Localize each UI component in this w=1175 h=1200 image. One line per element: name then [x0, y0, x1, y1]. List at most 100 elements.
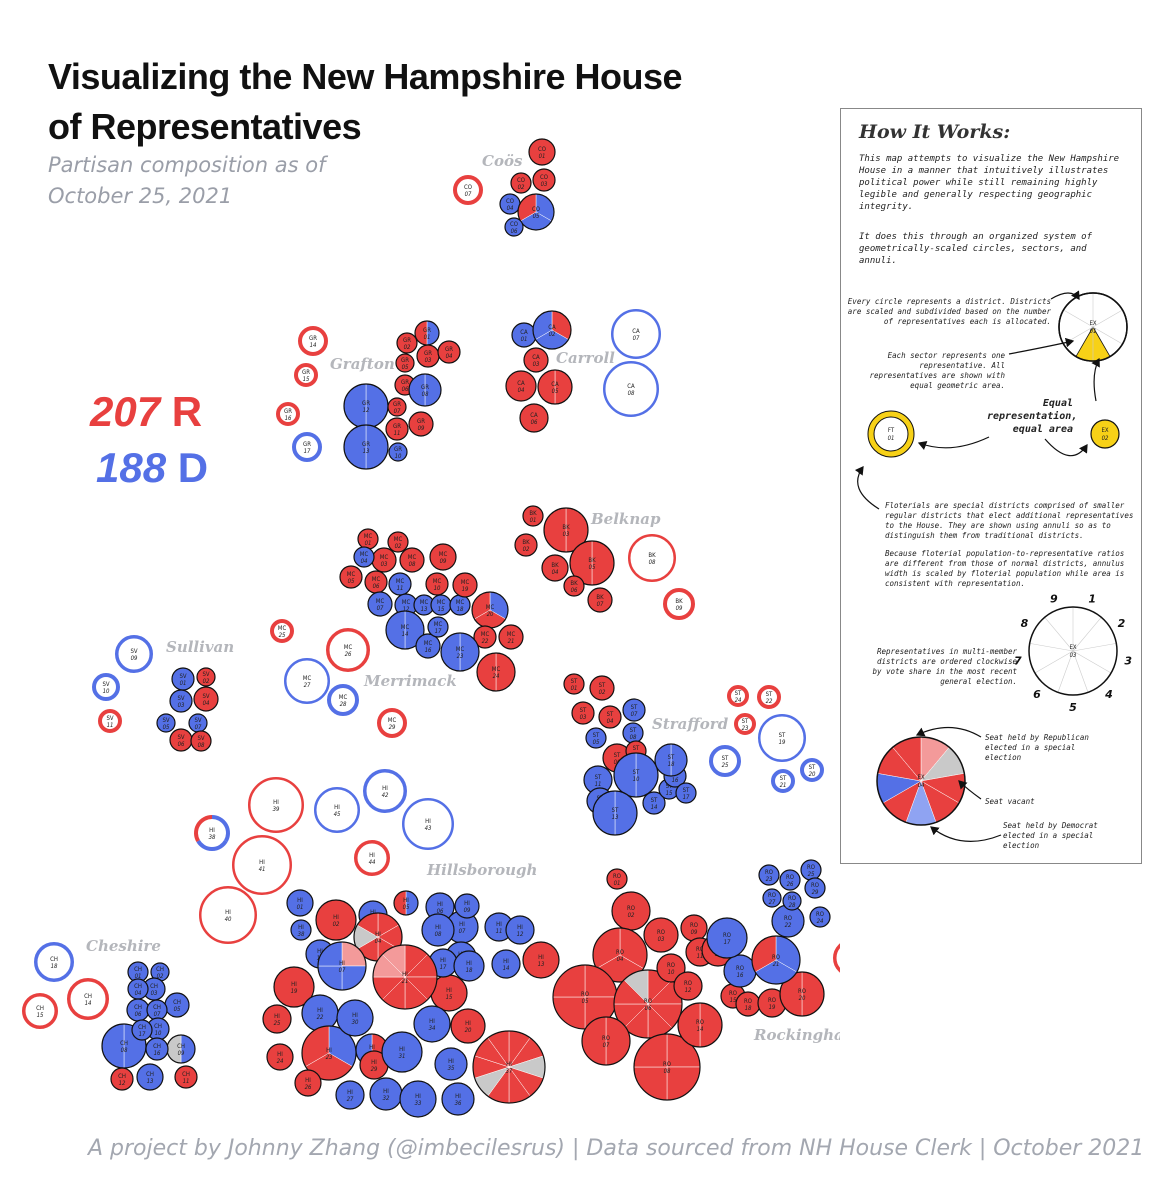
- district-code: RO: [667, 962, 675, 969]
- district-code: RO: [744, 998, 752, 1005]
- district-number: 09: [691, 929, 698, 936]
- district-code: HI: [291, 981, 297, 988]
- seat-totals: 207 R 188 D: [90, 384, 208, 496]
- district-number: 18: [457, 606, 464, 613]
- district-code: RO: [772, 954, 780, 961]
- district-number: 23: [457, 653, 464, 660]
- region-label-coos: Coös: [482, 152, 523, 170]
- region-label-merrimack: Merrimack: [363, 672, 457, 690]
- district-code: CO: [510, 221, 518, 228]
- district-number: 08: [409, 561, 416, 568]
- district-code: HI: [506, 1061, 512, 1068]
- district-number: 05: [348, 578, 355, 585]
- district-number: 16: [672, 777, 679, 784]
- district-code: HI: [464, 900, 470, 907]
- district-code: RO: [811, 882, 819, 889]
- district-code: MC: [433, 578, 442, 585]
- arrow-ex02: [1044, 438, 1088, 457]
- district-number: 12: [119, 1080, 126, 1087]
- district-code: HI: [317, 1007, 323, 1014]
- district-code: BK: [562, 524, 570, 531]
- district-code: GR: [302, 369, 310, 376]
- district-number: 13: [612, 814, 619, 821]
- district-code: HI: [339, 960, 345, 967]
- example-ft01: FT 01: [867, 410, 915, 458]
- district-code: RO: [644, 998, 652, 1005]
- district-number: 20: [487, 611, 494, 618]
- district-number: 01: [614, 880, 621, 887]
- note-vacant: Seat vacant: [985, 797, 1035, 806]
- district-number: 07: [195, 724, 202, 731]
- district-code: HI: [503, 958, 509, 965]
- district-code: ST: [631, 704, 638, 711]
- district-number: 43: [425, 825, 432, 832]
- district-number: 11: [397, 585, 404, 592]
- district-code: SV: [194, 717, 201, 724]
- district-code: SV: [102, 681, 109, 688]
- district-number: 02: [523, 546, 530, 553]
- district-number: 10: [633, 776, 640, 783]
- district-code: GR: [303, 441, 311, 448]
- district-code: GR: [421, 384, 429, 391]
- footer-credit: A project by Johnny Zhang (@imbecilesrus…: [88, 1136, 1145, 1161]
- district-number: 27: [769, 899, 776, 906]
- district-number: 24: [277, 1058, 284, 1065]
- district-code: HI: [465, 1020, 471, 1027]
- district-code: HI: [334, 804, 340, 811]
- district-number: 42: [382, 792, 389, 799]
- district-code: RO: [690, 922, 698, 929]
- district-code: CH: [84, 993, 92, 1000]
- district-number: 44: [369, 859, 376, 866]
- district-number: 08: [435, 931, 442, 938]
- district-code: RO: [627, 905, 635, 912]
- district-number: 21: [402, 978, 409, 985]
- district-code: RO: [602, 1035, 610, 1042]
- district-number: 12: [403, 606, 410, 613]
- note-dem-special: Seat held by Democrat elected in a speci…: [1003, 821, 1098, 850]
- district-code: RO: [736, 965, 744, 972]
- district-code: HI: [225, 909, 231, 916]
- example-ex02: EX 02: [1090, 419, 1120, 449]
- district-code: ST: [599, 682, 606, 689]
- district-code: CO: [464, 184, 472, 191]
- district-number: 25: [274, 1020, 281, 1027]
- district-code: HI: [277, 1051, 283, 1058]
- district-code: MC: [424, 640, 433, 647]
- title-line-1: Visualizing the New Hampshire House: [48, 56, 683, 97]
- order-number: 5: [1069, 701, 1077, 714]
- district-number: 05: [533, 213, 540, 220]
- district-map: Coös Grafton Carroll Belknap Sullivan Me…: [22, 138, 840, 1118]
- district-code: RO: [663, 1061, 671, 1068]
- district-number: 02: [518, 184, 525, 191]
- district-number: 05: [593, 739, 600, 746]
- district-code: SV: [162, 717, 169, 724]
- district-number: 05: [163, 724, 170, 731]
